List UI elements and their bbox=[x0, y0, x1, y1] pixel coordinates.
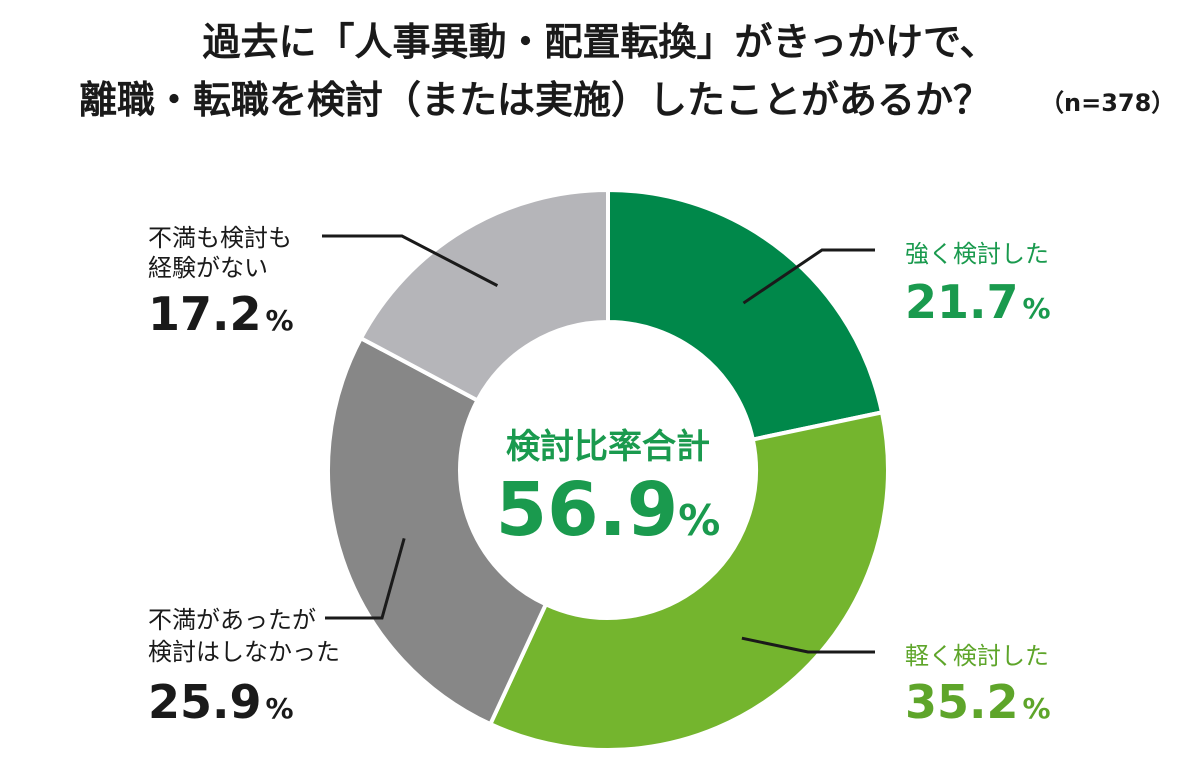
chart-title-line-2: 離職・転職を検討（または実施）したことがあるか？ bbox=[79, 78, 991, 122]
slice-value-strongly-considered: 21.7% bbox=[905, 275, 1051, 329]
center-value-percent-sign: % bbox=[678, 496, 720, 545]
leader-lines bbox=[322, 234, 875, 654]
center-value: 56.9% bbox=[496, 467, 721, 553]
slice-strongly-considered bbox=[606, 188, 885, 442]
slice-value-lightly-considered: 35.2% bbox=[905, 675, 1051, 729]
leader-line-no-experience bbox=[322, 234, 499, 287]
slice-value-no-experience: 17.2% bbox=[148, 287, 294, 341]
slice-label-no-experience-line-2: 経験がない bbox=[148, 254, 268, 282]
center-value-number: 56.9 bbox=[496, 467, 679, 553]
sample-size: （n=378） bbox=[1040, 89, 1175, 117]
leader-line-lightly-considered bbox=[741, 636, 875, 654]
slice-label-dissatisfied-not-considered-line-2: 検討はしなかった bbox=[148, 638, 340, 666]
slice-label-no-experience-line-1: 不満も検討も bbox=[148, 224, 292, 252]
slice-dissatisfied-not-considered bbox=[326, 336, 548, 727]
slice-label-lightly-considered-line-1: 軽く検討した bbox=[905, 642, 1049, 670]
slice-label-strongly-considered-line-1: 強く検討した bbox=[905, 240, 1049, 268]
leader-line-strongly-considered bbox=[742, 248, 875, 305]
slice-no-experience bbox=[358, 188, 610, 403]
leader-line-dissatisfied-not-considered bbox=[325, 537, 406, 620]
chart-title-line-1: 過去に「人事異動・配置転換」がきっかけで、 bbox=[203, 20, 998, 64]
slice-value-dissatisfied-not-considered: 25.9% bbox=[148, 675, 294, 729]
center-label: 検討比率合計 bbox=[506, 427, 710, 467]
slice-label-dissatisfied-not-considered-line-1: 不満があったが bbox=[148, 606, 316, 634]
donut-slices bbox=[326, 188, 890, 752]
slice-lightly-considered bbox=[488, 410, 890, 752]
